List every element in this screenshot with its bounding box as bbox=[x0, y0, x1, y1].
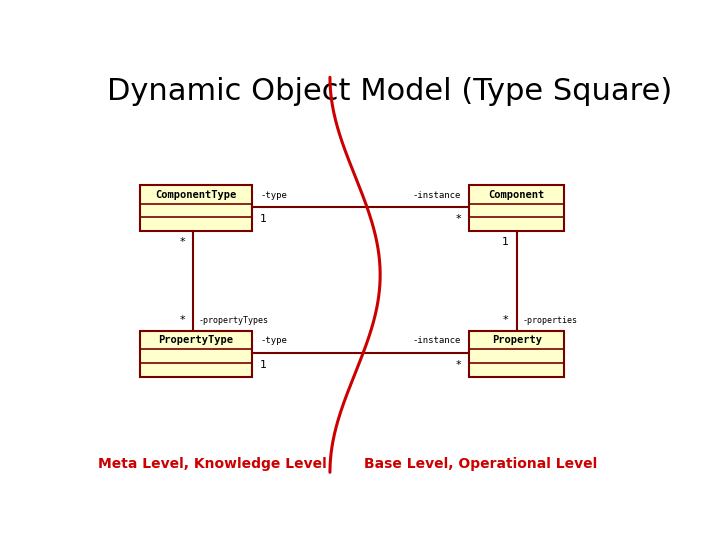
Text: -instance: -instance bbox=[413, 336, 461, 345]
Text: *: * bbox=[179, 238, 185, 247]
Bar bbox=[469, 185, 564, 231]
Text: 1: 1 bbox=[260, 214, 267, 225]
Text: Property: Property bbox=[492, 335, 542, 345]
Text: ComponentType: ComponentType bbox=[156, 190, 237, 199]
Text: -properties: -properties bbox=[523, 316, 577, 325]
Bar bbox=[469, 331, 564, 377]
Text: Base Level, Operational Level: Base Level, Operational Level bbox=[364, 457, 597, 471]
Text: -type: -type bbox=[260, 191, 287, 199]
Text: *: * bbox=[179, 315, 185, 325]
Text: *: * bbox=[456, 214, 461, 225]
Text: -type: -type bbox=[260, 336, 287, 345]
Bar bbox=[140, 185, 252, 231]
Text: Dynamic Object Model (Type Square): Dynamic Object Model (Type Square) bbox=[107, 77, 672, 106]
Text: PropertyType: PropertyType bbox=[158, 335, 233, 345]
Text: 1: 1 bbox=[260, 360, 267, 370]
Text: 1: 1 bbox=[502, 238, 508, 247]
Text: *: * bbox=[456, 360, 461, 370]
Text: -propertyTypes: -propertyTypes bbox=[199, 316, 269, 325]
Text: Component: Component bbox=[489, 190, 545, 199]
Text: Meta Level, Knowledge Level: Meta Level, Knowledge Level bbox=[99, 457, 327, 471]
Bar bbox=[140, 331, 252, 377]
Text: *: * bbox=[503, 315, 508, 325]
Text: -instance: -instance bbox=[413, 191, 461, 199]
